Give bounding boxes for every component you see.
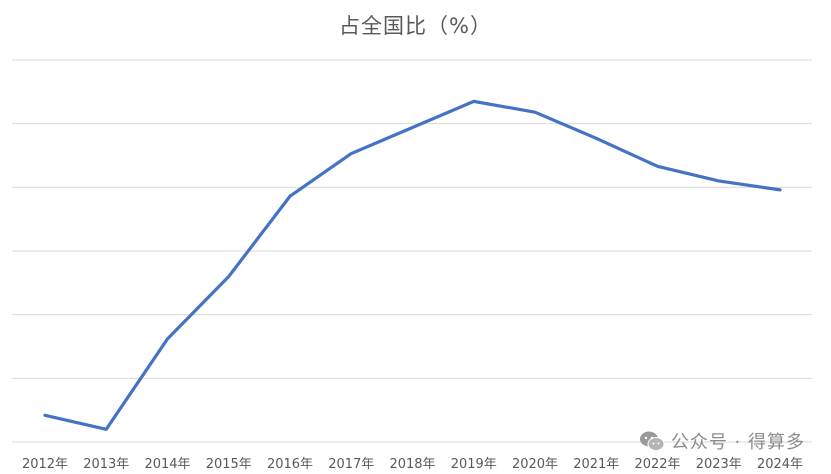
- x-tick-label: 2016年: [267, 457, 313, 472]
- x-axis-tick-labels: 2012年 2013年 2014年 2015年 2016年 2017年 2018年 2019年…: [22, 457, 803, 472]
- x-tick-label: 2022年: [634, 457, 680, 472]
- x-tick-label: 2013年: [83, 457, 129, 472]
- series-group: [43, 99, 782, 431]
- watermark: 公众号 · 得算多: [639, 428, 805, 454]
- x-tick-label: 2021年: [573, 457, 619, 472]
- wechat-icon: [639, 431, 665, 451]
- x-tick-label: 2017年: [328, 457, 374, 472]
- x-tick-label: 2023年: [696, 457, 742, 472]
- x-tick-label: 2019年: [451, 457, 497, 472]
- gridlines: [12, 59, 812, 443]
- x-tick-label: 2014年: [144, 457, 190, 472]
- x-tick-label: 2012年: [22, 457, 68, 472]
- x-tick-label: 2024年: [757, 457, 803, 472]
- x-tick-label: 2015年: [206, 457, 252, 472]
- x-tick-label: 2018年: [389, 457, 435, 472]
- chart-title: 占全国比（%）: [339, 14, 492, 38]
- x-tick-label: 2020年: [512, 457, 558, 472]
- series-line: [43, 99, 782, 431]
- watermark-text: 公众号 · 得算多: [670, 432, 805, 453]
